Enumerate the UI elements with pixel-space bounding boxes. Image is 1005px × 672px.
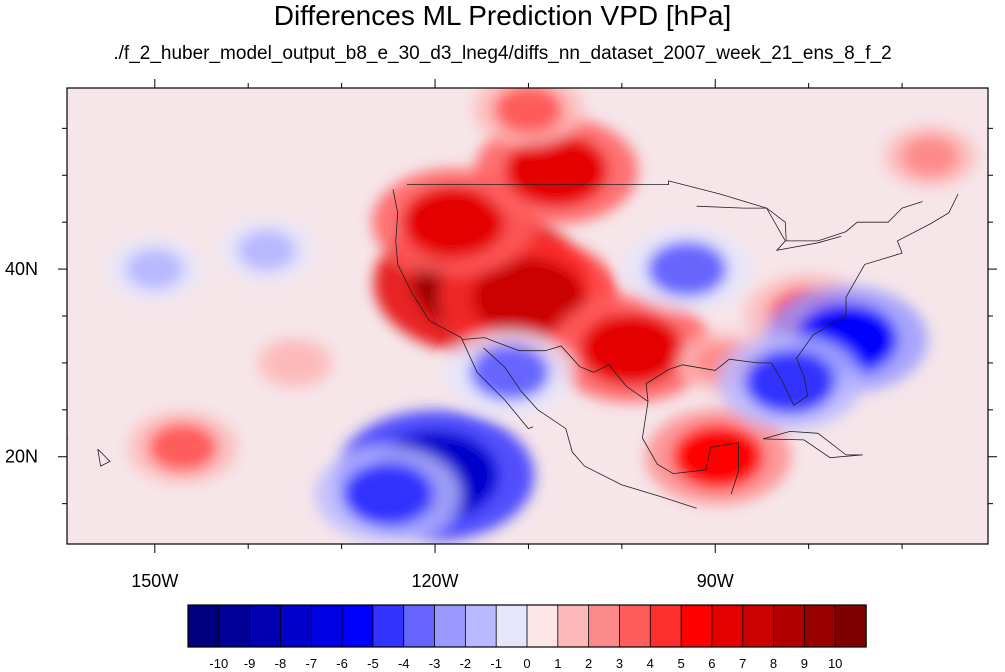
colorbar-label: -8: [275, 656, 287, 671]
colorbar-swatch: [711, 604, 744, 648]
colorbar-swatch: [742, 604, 775, 648]
x-tick-label: 120W: [412, 571, 459, 591]
anomaly-negative-14: [744, 349, 836, 414]
colorbar-label: 2: [585, 656, 592, 671]
anomaly-positive-4: [505, 134, 608, 207]
colorbar-label: 3: [616, 656, 623, 671]
colorbar-label: 1: [554, 656, 561, 671]
colorbar-label: -6: [336, 656, 348, 671]
axis-ticks: 150W 120W 90W 40N 20N: [5, 79, 997, 591]
colorbar-label: 8: [770, 656, 777, 671]
anomaly-negative-13: [647, 241, 728, 298]
colorbar-swatch: [464, 604, 497, 648]
colorbar-swatch: [403, 604, 436, 648]
colorbar-swatch: [341, 604, 374, 648]
colorbar-swatch: [372, 604, 405, 648]
colorbar-label: -3: [429, 656, 441, 671]
chart-subtitle: ./f_2_huber_model_output_b8_e_30_d3_lneg…: [113, 43, 892, 64]
colorbar-label: -7: [305, 656, 317, 671]
colorbar-label: -9: [244, 656, 256, 671]
colorbar-label: -1: [490, 656, 502, 671]
colorbar-swatch: [619, 604, 651, 648]
colorbar-label: -10: [209, 656, 228, 671]
colorbar-swatch: [249, 604, 282, 648]
coastline-segment: [462, 337, 649, 402]
colorbar-frame: [187, 604, 867, 648]
anomaly-negative-12: [342, 462, 434, 527]
colorbar-label: 6: [708, 656, 715, 671]
coastline-segment: [407, 180, 923, 242]
anomaly-positive-7: [493, 88, 563, 134]
anomaly-positive-16: [271, 346, 319, 380]
chart-title: Differences ML Prediction VPD [hPa]: [273, 0, 732, 31]
colorbar: -10 -9 -8 -7 -6 -5 -4 -3 -2 -1 0 1 2 3 4 5 6 7 8 9 10: [187, 604, 867, 671]
colorbar-label: 0: [523, 656, 530, 671]
colorbar-swatch: [526, 604, 559, 648]
anomaly-positive-1: [471, 257, 585, 337]
colorbar-swatch: [773, 604, 806, 648]
colorbar-swatch: [803, 604, 836, 648]
colorbar-swatch: [557, 604, 590, 648]
colorbar-swatch: [280, 604, 312, 648]
colorbar-swatch: [834, 604, 867, 648]
coastline-segment: [696, 205, 842, 251]
colorbar-swatch: [310, 604, 343, 648]
coastline-segment: [762, 430, 863, 459]
colorbar-label: -4: [398, 656, 410, 671]
y-tick-label: 40N: [5, 259, 38, 279]
colorbar-label: -2: [460, 656, 472, 671]
colorbar-swatch: [434, 604, 467, 648]
x-tick-label: 150W: [131, 571, 178, 591]
anomaly-negative-15: [469, 344, 550, 401]
coastline-segment: [641, 401, 739, 495]
colorbar-label: 4: [647, 656, 654, 671]
anomaly-positive-17: [148, 423, 218, 472]
coastline-segment: [483, 347, 697, 509]
anomaly-positive-3: [580, 313, 683, 385]
anomaly-positive-9: [901, 136, 960, 177]
anomaly-negative-18: [125, 248, 184, 290]
colorbar-swatch: [187, 604, 220, 648]
colorbar-swatch: [495, 604, 528, 648]
x-tick-label: 90W: [697, 571, 734, 591]
colorbar-label: 10: [828, 656, 842, 671]
colorbar-swatch: [218, 604, 251, 648]
coastlines: [67, 180, 959, 509]
coastline-segment: [645, 193, 959, 406]
coastline-segment: [97, 448, 111, 467]
colorbar-label: 7: [739, 656, 746, 671]
coastline-segment: [392, 189, 534, 430]
colorbar-label: 9: [801, 656, 808, 671]
colorbar-swatch: [588, 604, 621, 648]
anomaly-negative-19: [237, 230, 296, 271]
anomaly-positive-2: [402, 186, 505, 258]
y-tick-label: 20N: [5, 447, 38, 467]
colorbar-swatch: [680, 604, 713, 648]
colorbar-swatch: [649, 604, 682, 648]
colorbar-label: -5: [367, 656, 379, 671]
anomaly-positive-8: [672, 424, 764, 489]
colorbar-label: 5: [677, 656, 684, 671]
anomaly-field: [108, 88, 977, 543]
